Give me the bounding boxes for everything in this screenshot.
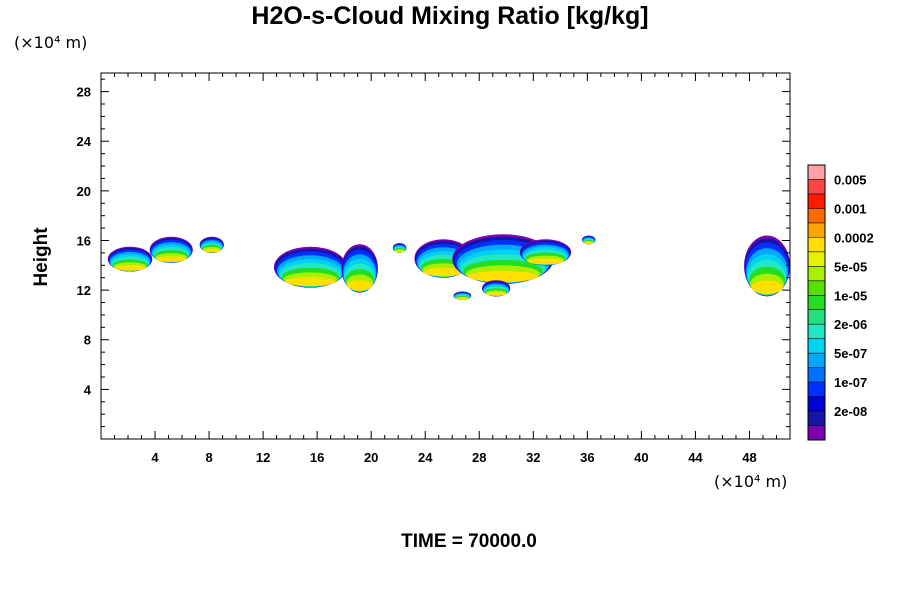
y-axis-unit: (×10⁴ m) (14, 33, 88, 52)
cloud-band (468, 271, 538, 282)
cloud (341, 244, 378, 293)
chart-title: H2O-s-Cloud Mixing Ratio [kg/kg] (251, 2, 649, 30)
colorbar-swatch (808, 367, 825, 383)
y-tick-label: 8 (84, 333, 91, 348)
colorbar-label: 0.001 (834, 201, 867, 216)
colorbar-swatch (808, 338, 825, 354)
x-tick-label: 20 (364, 450, 378, 465)
x-axis: 4 8 12 16 20 24 28 32 36 40 44 48 (114, 73, 777, 465)
colorbar-swatch (808, 411, 825, 426)
x-tick-label: 32 (526, 450, 540, 465)
colorbar-swatch (808, 425, 825, 441)
colorbar-swatch (808, 324, 825, 339)
cloud (581, 235, 596, 245)
cloud (519, 239, 572, 266)
cloud-band (456, 297, 469, 300)
cloud (199, 236, 224, 253)
cloud-band (156, 256, 187, 262)
cloud-band (423, 267, 464, 277)
cloud-band (527, 258, 564, 265)
colorbar-swatch (808, 309, 825, 325)
colorbar-label: 1e-07 (834, 375, 867, 390)
colorbar-label: 5e-07 (834, 346, 867, 361)
x-tick-label: 40 (634, 450, 648, 465)
cloud-band (394, 250, 405, 253)
colorbar-label: 2e-06 (834, 317, 867, 332)
colorbar-swatch (808, 266, 825, 282)
cloud-band (114, 265, 146, 271)
x-tick-label: 36 (580, 450, 594, 465)
colorbar: 0.005 0.001 0.0002 5e-05 1e-05 2e-06 5e-07 1e-0… (807, 164, 874, 441)
plot-frame (100, 72, 791, 440)
cloud (453, 291, 472, 301)
cloud-band (203, 248, 221, 253)
colorbar-swatch (808, 208, 825, 224)
cloud (744, 235, 790, 297)
cloud (149, 236, 193, 263)
colorbar-swatch (808, 222, 825, 238)
x-tick-label: 24 (418, 450, 433, 465)
colorbar-label: 5e-05 (834, 259, 867, 274)
cloud (273, 246, 347, 288)
y-tick-label: 20 (77, 184, 91, 199)
cloud-band (285, 277, 336, 287)
y-tick-label: 12 (77, 283, 91, 298)
x-tick-label: 8 (205, 450, 212, 465)
x-tick-label: 4 (151, 450, 159, 465)
x-axis-unit: (×10⁴ m) (714, 472, 788, 491)
colorbar-swatch (808, 193, 825, 209)
colorbar-swatch (808, 396, 825, 412)
cloud-band (347, 280, 373, 291)
cloud (107, 246, 153, 272)
colorbar-label: 0.005 (834, 172, 867, 187)
colorbar-swatch (808, 295, 825, 311)
x-tick-label: 16 (310, 450, 324, 465)
cloud-band (486, 292, 506, 296)
cloud-band (584, 241, 594, 244)
time-label: TIME = 70000.0 (401, 531, 537, 552)
colorbar-label: 0.0002 (834, 230, 874, 245)
cloud-band (751, 280, 783, 294)
y-tick-label: 28 (77, 85, 91, 100)
colorbar-swatch (808, 251, 825, 267)
cloud-field (107, 234, 790, 301)
colorbar-swatch (808, 165, 825, 180)
y-tick-label: 24 (77, 134, 92, 149)
cloud (481, 280, 511, 297)
colorbar-swatch (808, 179, 825, 195)
y-tick-label: 16 (77, 233, 91, 248)
colorbar-frame (807, 164, 826, 441)
colorbar-swatch (808, 237, 825, 253)
colorbar-swatch (808, 353, 825, 368)
colorbar-swatch (808, 382, 825, 397)
cloud (392, 242, 407, 253)
colorbar-label: 2e-08 (834, 404, 867, 419)
x-tick-label: 28 (472, 450, 486, 465)
colorbar-swatch (808, 280, 825, 296)
x-tick-label: 44 (688, 450, 703, 465)
y-tick-label: 4 (84, 382, 92, 397)
x-tick-label: 12 (256, 450, 270, 465)
colorbar-label: 1e-05 (834, 288, 867, 303)
y-axis: 4 8 12 16 20 24 28 (77, 78, 790, 428)
x-tick-label: 48 (742, 450, 756, 465)
